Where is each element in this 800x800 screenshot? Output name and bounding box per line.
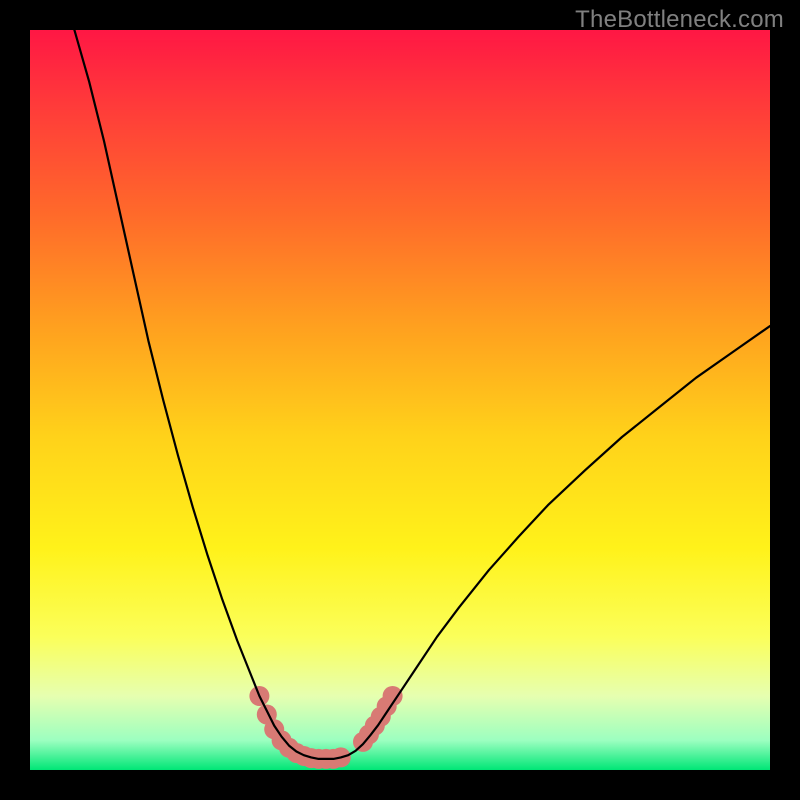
- chart-frame: TheBottleneck.com: [0, 0, 800, 800]
- plot-area: [30, 30, 770, 770]
- gradient-background: [30, 30, 770, 770]
- plot-svg: [30, 30, 770, 770]
